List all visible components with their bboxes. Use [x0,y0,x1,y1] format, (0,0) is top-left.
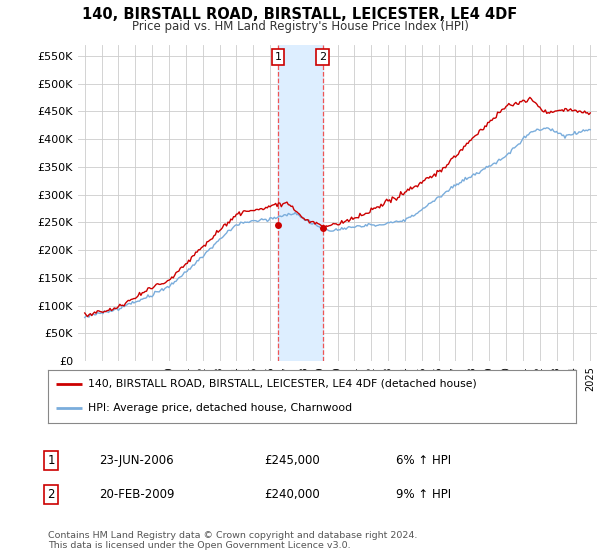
Text: 9% ↑ HPI: 9% ↑ HPI [396,488,451,501]
Text: 23-JUN-2006: 23-JUN-2006 [99,454,173,468]
Text: Price paid vs. HM Land Registry's House Price Index (HPI): Price paid vs. HM Land Registry's House … [131,20,469,32]
Text: HPI: Average price, detached house, Charnwood: HPI: Average price, detached house, Char… [88,403,352,413]
Bar [278,45,323,361]
Text: £240,000: £240,000 [264,488,320,501]
Text: 2: 2 [47,488,55,501]
Text: 140, BIRSTALL ROAD, BIRSTALL, LEICESTER, LE4 4DF (detached house): 140, BIRSTALL ROAD, BIRSTALL, LEICESTER,… [88,379,476,389]
Text: 1: 1 [275,52,281,62]
Text: 6% ↑ HPI: 6% ↑ HPI [396,454,451,468]
Text: 2: 2 [319,52,326,62]
Text: 140, BIRSTALL ROAD, BIRSTALL, LEICESTER, LE4 4DF: 140, BIRSTALL ROAD, BIRSTALL, LEICESTER,… [82,7,518,22]
Text: 20-FEB-2009: 20-FEB-2009 [99,488,175,501]
Text: 1: 1 [47,454,55,468]
Text: Contains HM Land Registry data © Crown copyright and database right 2024.
This d: Contains HM Land Registry data © Crown c… [48,531,418,550]
Text: £245,000: £245,000 [264,454,320,468]
